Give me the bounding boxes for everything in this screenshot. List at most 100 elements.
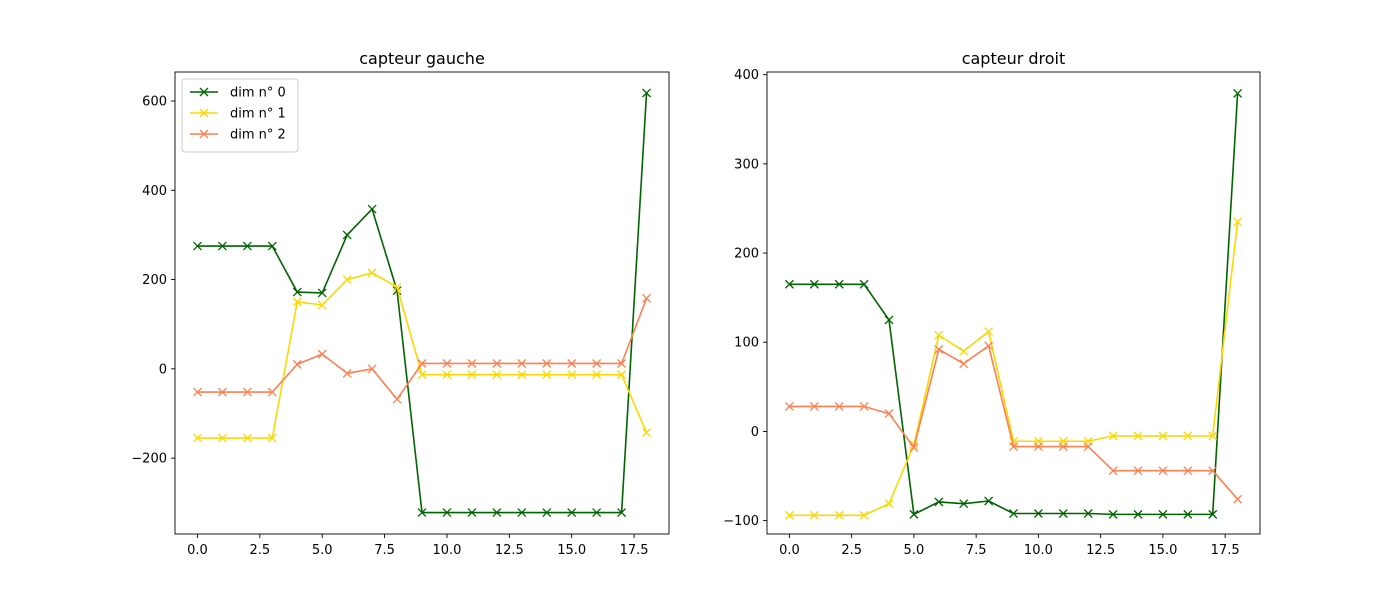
point-marker-stroke — [909, 509, 919, 519]
point-marker-stroke — [1033, 442, 1043, 452]
point-marker-stroke — [1108, 509, 1118, 519]
point-marker-stroke — [592, 359, 602, 368]
point-marker-stroke — [242, 241, 252, 251]
data-point — [1158, 466, 1168, 476]
legend-label: dim n° 2 — [230, 128, 286, 143]
point-marker-stroke — [1233, 88, 1243, 98]
point-marker-stroke — [959, 499, 969, 509]
legend-marker-stroke — [199, 87, 209, 97]
data-point — [217, 241, 227, 251]
data-point — [1208, 509, 1218, 519]
data-point — [492, 508, 502, 518]
data-point — [342, 230, 352, 240]
data-point — [417, 370, 427, 380]
data-point — [642, 293, 652, 303]
point-marker-stroke — [859, 401, 869, 411]
point-marker-stroke — [317, 300, 327, 310]
data-point — [1183, 431, 1193, 441]
point-marker-stroke — [217, 433, 227, 443]
data-point — [417, 508, 427, 518]
x-tick-label: 10.0 — [1024, 543, 1053, 558]
point-marker-stroke — [1183, 466, 1193, 476]
point-marker-stroke — [192, 387, 202, 397]
data-point — [1033, 509, 1043, 518]
data-point — [1009, 509, 1018, 518]
data-point — [1009, 442, 1018, 452]
y-tick-label: 200 — [142, 273, 167, 288]
point-marker-stroke — [442, 370, 452, 380]
data-point — [1233, 494, 1243, 504]
data-point — [1033, 442, 1043, 452]
data-point — [267, 387, 277, 397]
point-marker-stroke — [242, 433, 252, 443]
x-tick-label: 7.5 — [374, 543, 395, 558]
legend-label: dim n° 1 — [230, 107, 286, 122]
point-marker-stroke — [1083, 509, 1093, 518]
data-point — [809, 401, 819, 411]
point-marker-stroke — [192, 433, 202, 443]
point-marker-stroke — [934, 344, 944, 354]
data-point — [1158, 509, 1168, 519]
data-point — [292, 297, 302, 307]
axes-frame — [174, 71, 670, 535]
x-tick-label: 17.5 — [620, 543, 649, 558]
data-point — [567, 508, 577, 518]
point-marker-stroke — [292, 287, 302, 297]
legend-marker-stroke — [199, 129, 209, 139]
point-marker-stroke — [1058, 509, 1068, 518]
data-point — [617, 370, 627, 380]
point-marker-stroke — [517, 370, 527, 380]
chart-title: capteur droit — [962, 49, 1066, 68]
point-marker-stroke — [442, 359, 452, 368]
data-point — [567, 359, 577, 368]
legend-marker-stroke — [199, 108, 209, 118]
data-point — [467, 370, 477, 380]
point-marker-stroke — [542, 359, 552, 368]
data-point — [417, 359, 427, 368]
data-point — [884, 499, 894, 509]
point-marker-stroke — [1009, 442, 1018, 452]
data-point — [859, 401, 869, 411]
data-point — [1083, 509, 1093, 518]
point-marker-stroke — [392, 282, 402, 292]
data-point — [317, 349, 327, 359]
x-tick-label: 17.5 — [1211, 543, 1240, 558]
point-marker-stroke — [267, 433, 277, 443]
point-marker-stroke — [367, 364, 377, 374]
point-marker-stroke — [1233, 217, 1243, 227]
point-marker-stroke — [517, 359, 527, 368]
point-marker-stroke — [367, 268, 377, 278]
point-marker-stroke — [834, 510, 844, 520]
point-marker-stroke — [859, 510, 869, 520]
data-point — [959, 499, 969, 509]
data-point — [1108, 466, 1118, 476]
point-marker-stroke — [1058, 442, 1068, 452]
data-point — [934, 330, 944, 340]
data-point — [242, 433, 252, 443]
x-tick-label: 2.5 — [841, 543, 862, 558]
data-point — [909, 443, 919, 452]
data-point — [242, 241, 252, 251]
data-point — [959, 346, 969, 356]
y-tick-label: 100 — [734, 336, 759, 351]
data-point — [217, 387, 227, 397]
legend-entry: dim n° 0 — [190, 86, 286, 101]
point-marker-stroke — [1233, 494, 1243, 504]
data-point — [217, 433, 227, 443]
point-marker-stroke — [784, 279, 794, 289]
data-point — [1133, 509, 1143, 519]
x-tick-label: 15.0 — [1148, 543, 1177, 558]
data-point — [884, 409, 894, 419]
point-marker-stroke — [809, 510, 819, 520]
point-marker-stroke — [1208, 431, 1218, 441]
point-marker-stroke — [342, 230, 352, 240]
data-point — [592, 508, 602, 518]
legend-entry: dim n° 1 — [190, 107, 286, 122]
data-point — [1233, 217, 1243, 227]
data-point — [617, 359, 627, 368]
data-point — [1183, 509, 1193, 519]
point-marker-stroke — [617, 359, 627, 368]
legend-entry: dim n° 2 — [190, 128, 286, 143]
point-marker-stroke — [884, 315, 894, 325]
point-marker-stroke — [784, 510, 794, 520]
